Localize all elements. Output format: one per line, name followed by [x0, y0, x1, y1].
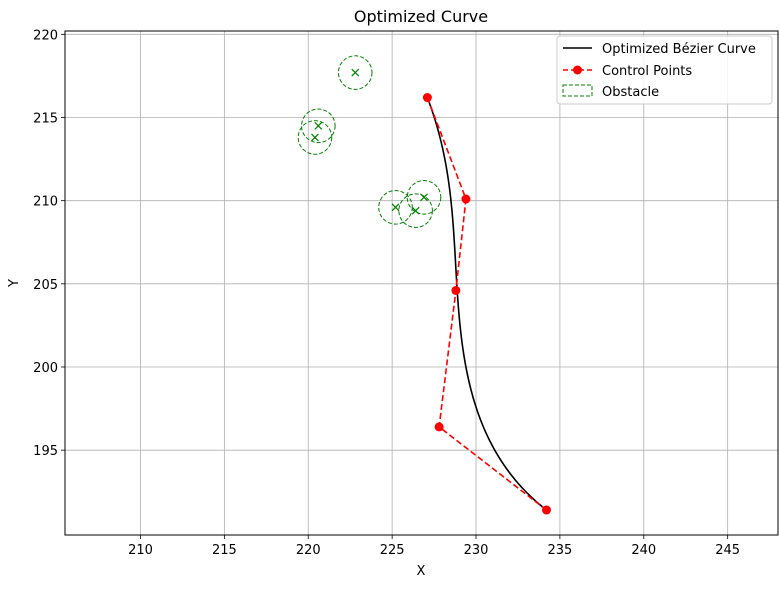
legend-frame: [556, 35, 773, 105]
x-axis-title: X: [417, 564, 426, 579]
x-tick-label: 240: [631, 543, 656, 558]
y-tick-label: 195: [33, 444, 58, 459]
x-tick-label: 235: [547, 543, 572, 558]
grid: [65, 31, 778, 535]
legend-control-marker: [573, 65, 582, 75]
plot-area: [297, 55, 551, 515]
legend-obstacle-swatch: [562, 84, 593, 97]
obstacle-circle: [406, 180, 442, 215]
x-tick-label: 245: [715, 543, 740, 558]
y-tick-label: 205: [33, 278, 58, 293]
bezier-curve: [426, 97, 547, 511]
control-point: [451, 285, 461, 295]
y-axis: 195 200 205 210 215 220: [33, 28, 65, 459]
control-point: [461, 194, 471, 204]
x-tick-label: 210: [128, 543, 153, 558]
obstacle-center-marker: [314, 121, 323, 130]
x-tick-label: 220: [296, 543, 321, 558]
legend-obstacle-label: Obstacle: [602, 85, 659, 100]
obstacle-center-marker: [351, 68, 360, 77]
axes-frame: [64, 30, 779, 536]
obstacle-circle: [337, 55, 373, 90]
x-tick-label: 225: [380, 543, 405, 558]
x-tick-label: 215: [212, 543, 237, 558]
obstacle-circle: [297, 120, 333, 155]
y-axis-title: Y: [7, 279, 22, 288]
x-tick-label: 230: [464, 543, 489, 558]
control-point: [434, 422, 444, 432]
x-axis: 210 215 220 225 230 235 240 245: [128, 535, 740, 558]
obstacle-circle: [301, 108, 336, 144]
control-point: [541, 505, 551, 515]
legend: Optimized Bézier Curve Control Points Ob…: [556, 35, 773, 105]
obstacle-center-marker: [311, 133, 319, 142]
chart-title: Optimized Curve: [354, 7, 488, 26]
legend-control-label: Control Points: [602, 64, 692, 79]
legend-bezier-label: Optimized Bézier Curve: [602, 42, 756, 57]
obstacle-circle: [398, 193, 433, 228]
y-tick-label: 220: [33, 28, 58, 43]
y-tick-label: 215: [33, 111, 58, 126]
obstacle-center-marker: [391, 203, 400, 212]
y-tick-label: 200: [33, 361, 58, 376]
y-tick-label: 210: [33, 195, 58, 210]
obstacle-center-marker: [420, 193, 428, 202]
control-point: [422, 93, 432, 103]
